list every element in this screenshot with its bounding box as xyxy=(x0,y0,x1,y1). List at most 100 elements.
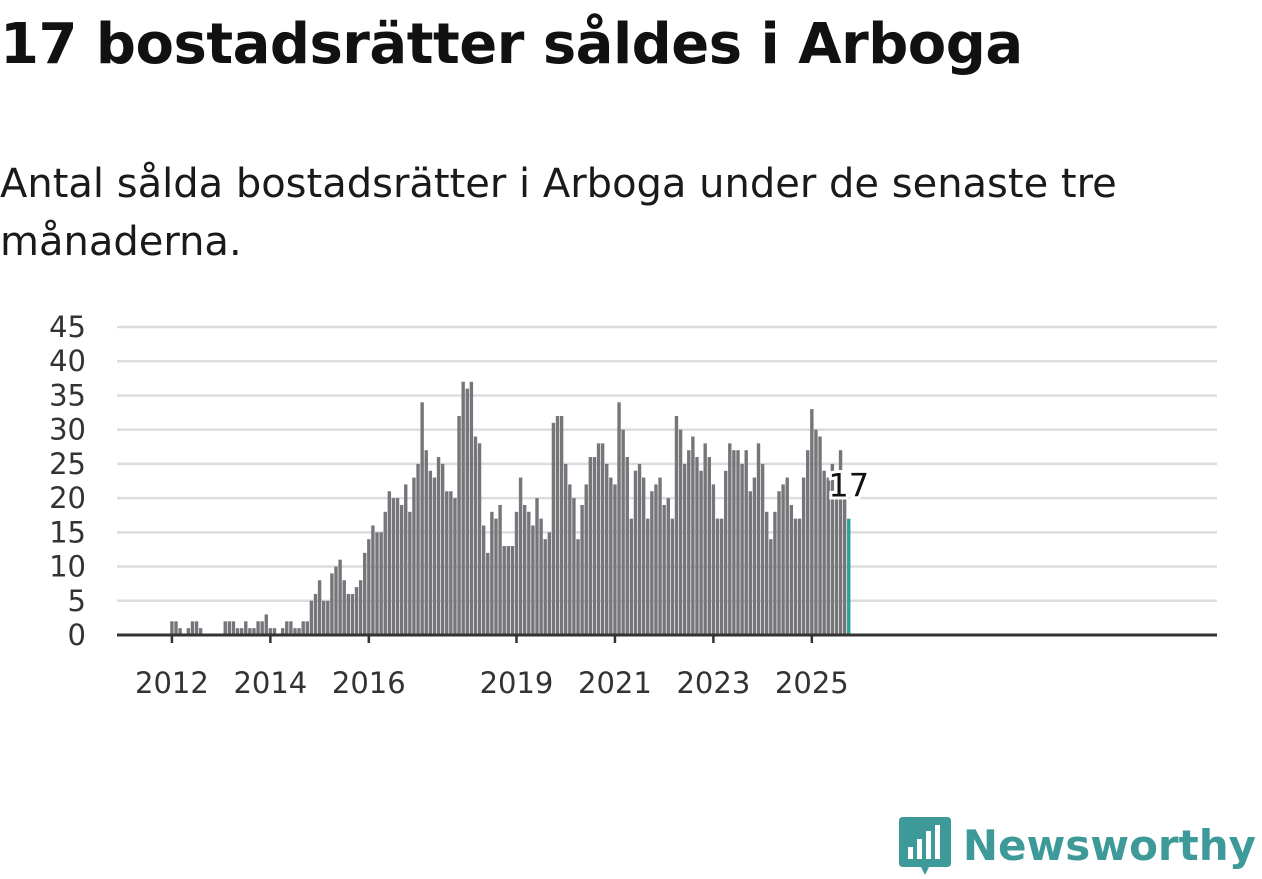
bar xyxy=(662,504,666,635)
bar xyxy=(309,600,314,635)
y-tick-label: 20 xyxy=(49,481,86,515)
bar xyxy=(834,498,839,635)
bar xyxy=(379,532,383,635)
bar xyxy=(810,409,814,635)
bar xyxy=(547,532,552,635)
bar xyxy=(486,552,490,635)
bar xyxy=(658,477,662,635)
y-tick-label: 15 xyxy=(49,515,86,549)
bar xyxy=(518,477,523,635)
bar xyxy=(633,470,638,635)
y-tick-label: 5 xyxy=(68,584,86,618)
bar xyxy=(322,600,326,635)
bar xyxy=(235,628,240,635)
bar xyxy=(465,388,469,635)
bar xyxy=(838,450,843,635)
bar xyxy=(793,518,798,635)
bar xyxy=(420,402,424,635)
bar xyxy=(186,628,191,635)
bar xyxy=(769,539,773,635)
bar xyxy=(654,484,658,635)
bar xyxy=(773,511,777,635)
latest-value-label: 17 xyxy=(828,467,869,505)
y-tick-label: 45 xyxy=(49,310,86,344)
bar xyxy=(801,477,806,635)
bar xyxy=(477,443,482,635)
bar xyxy=(494,518,498,635)
bar xyxy=(264,614,268,635)
bar xyxy=(572,498,576,635)
newsworthy-logo-icon xyxy=(898,817,951,875)
bar xyxy=(822,470,826,635)
bar xyxy=(691,436,695,635)
bar xyxy=(600,443,605,635)
bar xyxy=(272,628,277,635)
x-tick-label: 2016 xyxy=(332,666,406,700)
bar xyxy=(490,511,494,635)
bar xyxy=(531,525,535,635)
bar xyxy=(440,463,445,635)
newsworthy-brand: Newsworthy xyxy=(898,817,1256,875)
bar xyxy=(342,580,346,635)
bar xyxy=(682,463,687,635)
bar xyxy=(715,518,720,635)
bar xyxy=(510,546,515,635)
bar xyxy=(670,518,675,635)
bar xyxy=(416,463,420,635)
bar xyxy=(539,518,543,635)
bar xyxy=(363,552,367,635)
bar xyxy=(568,484,572,635)
bar xyxy=(453,498,457,635)
bar xyxy=(625,457,629,635)
bar xyxy=(760,463,765,635)
bar xyxy=(740,463,744,635)
bar xyxy=(781,484,785,635)
bar xyxy=(334,566,338,635)
bar xyxy=(285,621,289,635)
chart-title: 17 bostadsrätter såldes i Arboga xyxy=(0,12,1023,77)
bar xyxy=(178,628,182,635)
bar xyxy=(744,450,748,635)
bar xyxy=(576,539,580,635)
bar xyxy=(789,504,794,635)
bar xyxy=(317,580,322,635)
bar xyxy=(449,491,453,635)
bar xyxy=(555,415,560,635)
bar xyxy=(732,450,736,635)
bar xyxy=(174,621,178,635)
bar xyxy=(248,628,252,635)
bar xyxy=(252,628,256,635)
bar xyxy=(596,443,601,635)
bar xyxy=(404,484,408,635)
bar xyxy=(326,600,330,635)
bar xyxy=(354,587,359,635)
bar xyxy=(346,593,351,635)
bar xyxy=(687,450,691,635)
bar xyxy=(469,381,474,635)
x-tick-label: 2023 xyxy=(676,666,750,700)
bar xyxy=(752,477,757,635)
bar xyxy=(395,498,400,635)
bar xyxy=(260,621,264,635)
y-tick-label: 0 xyxy=(68,618,86,652)
x-tick-label: 2012 xyxy=(135,666,209,700)
bar xyxy=(239,628,244,635)
bar xyxy=(629,518,634,635)
bar xyxy=(194,621,199,635)
bar xyxy=(818,436,822,635)
x-tick-label: 2021 xyxy=(578,666,652,700)
bar xyxy=(703,443,707,635)
bar xyxy=(391,498,396,635)
bar xyxy=(678,429,683,635)
bar xyxy=(535,498,539,635)
bar xyxy=(387,491,392,635)
bar xyxy=(736,450,740,635)
bar xyxy=(719,518,724,635)
bar xyxy=(605,463,609,635)
bar xyxy=(797,518,802,635)
bar xyxy=(699,470,703,635)
bar xyxy=(748,491,753,635)
bar xyxy=(293,628,297,635)
x-tick-label: 2014 xyxy=(233,666,307,700)
